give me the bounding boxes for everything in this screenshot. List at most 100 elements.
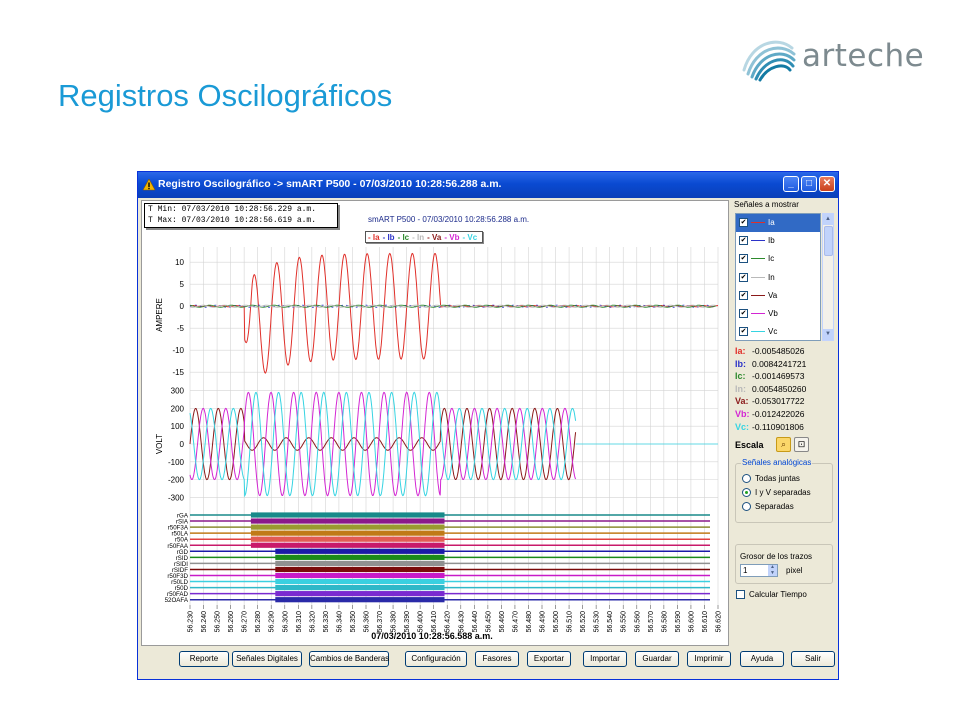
maximize-button[interactable]: □ [801,176,817,192]
button-cambios-de-banderas[interactable]: Cambios de Banderas [309,651,389,667]
digital-signal-label: r50LA [171,531,188,538]
x-tick-label: 56.610 [702,611,709,633]
digital-active-bar [250,512,445,518]
x-tick-label: 56.230 [188,611,195,633]
x-tick-label: 56.280 [255,611,262,633]
signal-row-va[interactable]: ✔ Va [736,287,820,305]
radio-dot[interactable] [742,502,751,511]
y-tick-label: 300 [171,387,185,396]
signal-row-ia[interactable]: ✔ Ia [736,214,820,233]
legend-entry: - In [412,233,425,242]
t-max: T Max: 07/03/2010 10:28:56.619 a.m. [148,215,317,225]
analog-group-title: Señales analógicas [741,458,813,467]
cursor-value-row: Va: -0.053017722 [735,396,835,409]
digital-active-bar [250,542,445,548]
button-señales-digitales[interactable]: Señales Digitales [232,651,302,667]
signal-list-scrollbar[interactable]: ▲ ▼ [822,213,834,341]
pixel-label: pixel [786,566,803,575]
radio-dot-selected[interactable] [742,488,751,497]
x-tick-label: 56.570 [648,611,655,633]
close-button[interactable]: ✕ [819,176,835,192]
x-tick-label: 56.240 [201,611,208,633]
x-tick-label: 56.410 [431,611,438,633]
side-panel: Señales a mostrar ✔ Ia ✔ Ib ✔ Ic ✔ In ✔ Va ✔ Vb ✔ Vc … [734,200,836,599]
digital-signal-label: r50FAD [167,591,189,598]
oscillograph-chart[interactable]: 10 5 0 -5 -10 -15 AMPERE 300 200 100 0 -100 -200 -300… [142,201,728,645]
oscillography-window: Registro Oscilográfico -> smART P500 - 0… [137,171,839,680]
radio-dot[interactable] [742,474,751,483]
x-tick-label: 56.290 [269,611,276,633]
reset-scale-icon[interactable]: ⊡ [794,437,809,452]
series-vb-line [189,391,577,497]
signal-checkbox[interactable]: ✔ [739,327,748,337]
app-warning-icon [143,179,155,191]
signals-label: Señales a mostrar [734,200,799,209]
window-titlebar[interactable]: Registro Oscilográfico -> smART P500 - 0… [138,172,838,198]
signal-checkbox[interactable]: ✔ [739,272,748,282]
plot-area[interactable]: 10 5 0 -5 -10 -15 AMPERE 300 200 100 0 -100 -200 -300… [141,200,729,646]
series-vc-line [189,391,577,498]
cursor-value-row: Ia: -0.005485026 [735,346,835,359]
calc-time-checkbox[interactable]: Calcular Tiempo [736,590,807,599]
button-importar[interactable]: Importar [583,651,627,667]
stroke-width-group [735,544,833,584]
digital-active-bar [275,548,445,554]
digital-active-bar [275,566,445,573]
digital-active-bar [275,554,445,560]
signal-row-vb[interactable]: ✔ Vb [736,305,820,323]
button-imprimir[interactable]: Imprimir [687,651,731,667]
checkbox-box[interactable] [736,590,745,599]
x-tick-label: 56.560 [634,611,641,633]
signal-name: Ia [768,218,775,227]
x-tick-label: 56.490 [540,611,547,633]
scroll-thumb[interactable] [824,226,833,256]
button-salir[interactable]: Salir [791,651,835,667]
signal-row-ic[interactable]: ✔ Ic [736,250,820,268]
button-configuración[interactable]: Configuración [405,651,467,667]
digital-signal-label: rSID [176,555,189,562]
signal-checkbox[interactable]: ✔ [739,254,748,264]
signal-row-vc[interactable]: ✔ Vc [736,323,820,340]
arteche-logo: arteche [738,34,928,84]
signal-name: In [768,272,775,282]
radio-i-v-separadas[interactable]: I y V separadas [742,488,811,500]
signal-name: Vb [768,308,778,318]
signal-row-ib[interactable]: ✔ Ib [736,232,820,250]
t-min: T Min: 07/03/2010 10:28:56.229 a.m. [148,205,317,214]
digital-signal-label: r50D [175,585,189,592]
digital-active-bar [275,591,445,597]
signal-row-in[interactable]: ✔ In [736,269,820,287]
digital-signal-label: rSIDI [174,561,188,568]
x-tick-label: 56.380 [391,611,398,633]
minimize-button[interactable]: _ [783,176,799,192]
signal-checkbox[interactable]: ✔ [739,290,748,300]
signal-color-swatch [751,331,765,333]
stroke-width-stepper[interactable]: 1 ▲ ▼ [740,564,778,577]
analog-signals-group: Señales analógicas Todas juntas I y V se… [735,458,833,523]
series-in-line [189,304,717,308]
zoom-scale-icon[interactable]: ⌕ [776,437,791,452]
stepper-arrows-icon[interactable]: ▲ ▼ [768,564,777,576]
radio-todas-juntas[interactable]: Todas juntas [742,474,800,486]
digital-active-bar [250,536,445,542]
signal-checkbox[interactable]: ✔ [739,218,748,227]
button-reporte[interactable]: Reporte [179,651,229,667]
radio-separadas[interactable]: Separadas [742,502,794,514]
signal-color-swatch [751,240,765,242]
button-fasores[interactable]: Fasores [475,651,519,667]
cursor-values: Ia: -0.005485026 Ib: 0.0084241721 Ic: -0.0014… [735,346,835,434]
scroll-down-icon[interactable]: ▼ [823,329,833,340]
arteche-logo-icon [742,40,796,82]
scroll-up-icon[interactable]: ▲ [823,214,833,225]
x-tick-label: 56.470 [512,611,519,633]
signal-list[interactable]: ✔ Ia ✔ Ib ✔ Ic ✔ In ✔ Va ✔ Vb ✔ Vc [735,213,821,341]
x-tick-label: 56.320 [309,611,316,633]
button-guardar[interactable]: Guardar [635,651,679,667]
button-ayuda[interactable]: Ayuda [740,651,784,667]
signal-checkbox[interactable]: ✔ [739,308,748,318]
button-exportar[interactable]: Exportar [527,651,571,667]
signal-checkbox[interactable]: ✔ [739,236,748,246]
x-tick-label: 56.350 [350,611,357,633]
x-tick-label: 56.520 [580,611,587,633]
